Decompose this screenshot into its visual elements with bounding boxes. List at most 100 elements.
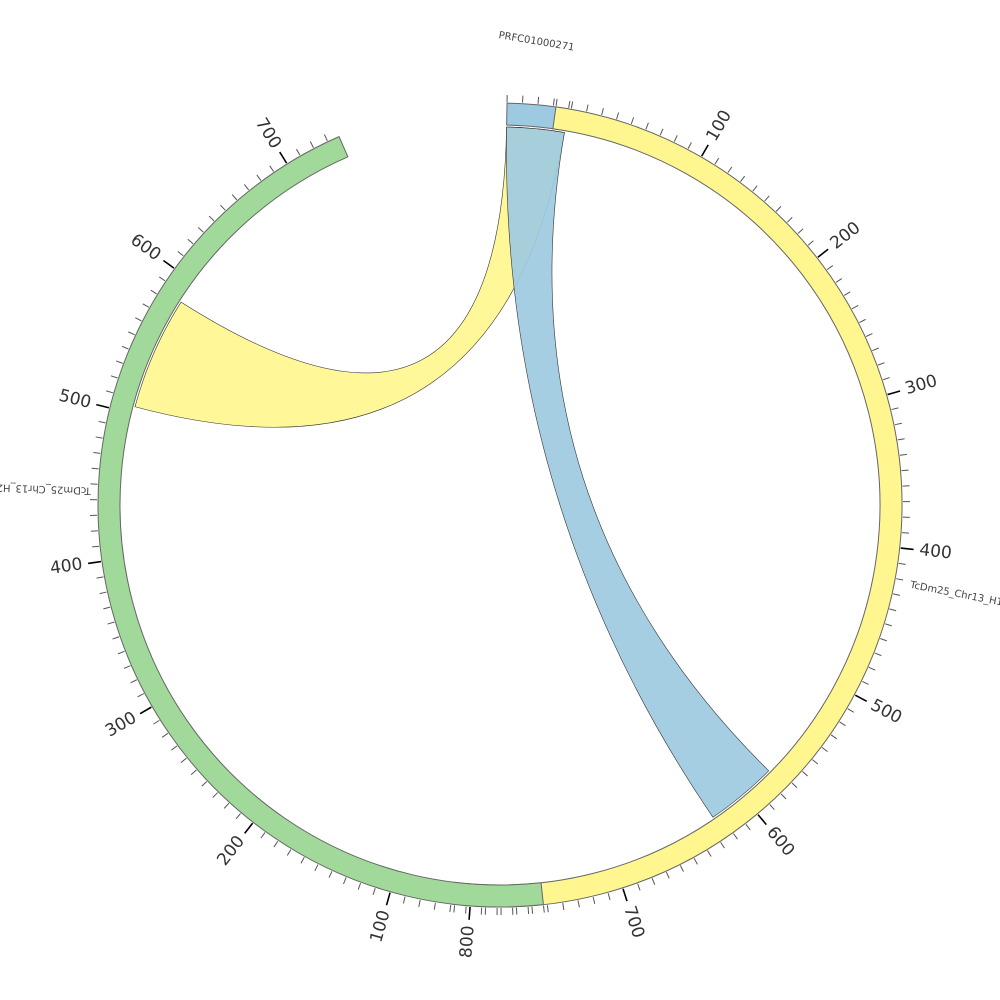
minor-tick [733,833,738,840]
minor-tick [630,117,635,125]
minor-tick [714,157,720,165]
tick-label: 600 [762,823,798,861]
minor-tick [110,375,118,379]
tick-label: 400 [918,540,952,563]
minor-tick [269,165,275,172]
minor-tick [112,636,120,640]
minor-tick [889,608,897,612]
tick-label: 400 [49,554,84,578]
minor-tick [115,360,123,364]
minor-tick [601,108,604,116]
minor-tick [130,679,138,684]
major-tick [385,892,391,906]
segments-layer [97,102,903,908]
minor-tick [190,769,197,776]
minor-tick [693,857,698,865]
minor-tick [679,865,684,872]
minor-tick [745,823,751,831]
minor-tick [449,904,452,912]
major-tick [701,144,709,157]
segment-name-label: PRFC01000271 [498,30,575,53]
major-tick [757,814,767,826]
minor-tick [256,174,262,181]
tick-label: 200 [213,832,249,870]
minor-tick [826,265,834,271]
minor-tick [562,903,565,911]
major-tick [88,560,102,565]
minor-tick [882,377,890,381]
minor-tick [586,104,589,112]
minor-tick [91,467,99,470]
minor-tick [201,781,208,787]
minor-tick [807,240,814,246]
minor-tick [555,98,558,106]
ticks-layer [88,95,914,920]
link-ribbon [134,126,565,428]
minor-tick [720,841,725,849]
minor-tick [802,771,808,777]
minor-tick [92,545,100,548]
minor-tick [880,638,888,642]
major-tick [244,822,254,834]
minor-tick [260,832,266,839]
minor-tick [786,217,793,223]
minor-tick [894,422,902,426]
tick-label: 700 [619,904,648,941]
minor-tick [859,318,866,323]
minor-tick [153,719,160,725]
minor-tick [727,166,733,173]
minor-tick [865,333,873,337]
minor-tick [128,331,135,336]
minor-tick [707,850,712,857]
minor-tick [357,882,362,890]
links-layer [134,126,770,818]
minor-tick [896,578,904,581]
minor-tick [673,135,678,142]
tick-label: 500 [867,695,905,728]
minor-tick [570,101,574,109]
major-tick [162,259,175,269]
minor-tick [546,905,549,913]
minor-tick [171,745,178,751]
minor-tick [645,122,649,130]
major-tick [96,403,110,409]
minor-tick [107,621,115,625]
minor-tick [372,888,376,896]
major-tick [139,706,152,715]
link-ribbon [506,126,770,818]
minor-tick [616,112,620,120]
minor-tick [891,407,899,411]
minor-tick [418,899,421,907]
minor-tick [99,591,107,595]
minor-tick [158,276,166,282]
minor-tick [847,708,855,713]
tick-label: 300 [102,708,140,742]
minor-tick [197,227,204,233]
minor-tick [106,390,114,394]
minor-tick [872,347,879,352]
tick-label: 100 [702,107,736,145]
minor-tick [323,134,328,142]
minor-tick [177,251,184,257]
minor-tick [220,204,226,211]
minor-tick [187,238,194,245]
minor-tick [868,666,876,671]
minor-tick [637,883,641,891]
minor-tick [830,734,838,740]
minor-tick [659,128,664,136]
minor-tick [273,840,279,848]
minor-tick [898,562,906,565]
minor-tick [402,896,406,904]
minor-tick [208,215,215,222]
tick-label: 700 [251,114,285,152]
major-tick [622,888,628,902]
labels-layer: PRFC01000271 100 200 300 400 500 600 700 800 TcDm… [0,30,1000,959]
tick-label: 800 [456,925,478,959]
minor-tick [791,782,798,789]
minor-tick [577,900,580,908]
minor-tick [309,141,314,148]
minor-tick [531,906,534,914]
minor-tick [286,849,292,856]
minor-tick [150,289,157,295]
